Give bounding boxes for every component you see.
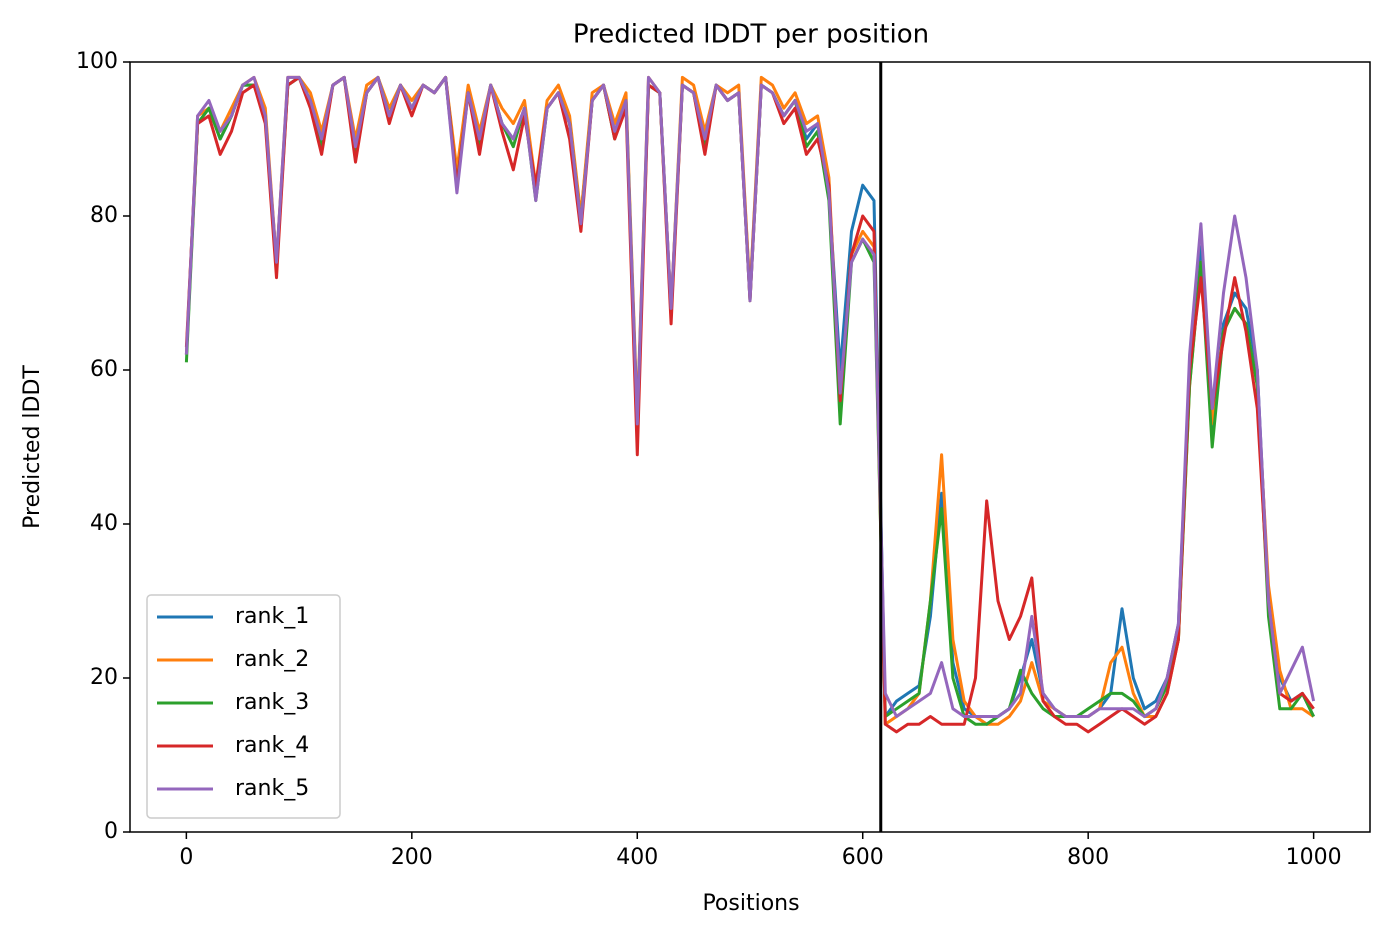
legend-box [146, 594, 341, 819]
series-line [184, 75, 1315, 726]
chart-title: Predicted lDDT per position [573, 20, 929, 50]
y-tick-label: 60 [90, 357, 118, 382]
legend-label: rank_4 [235, 733, 309, 758]
legend-label: rank_5 [235, 776, 309, 801]
x-tick-label: 400 [616, 845, 658, 870]
y-tick-label: 80 [90, 203, 118, 228]
legend-label: rank_2 [235, 647, 309, 672]
x-tick-label: 800 [1067, 845, 1109, 870]
legend-label: rank_1 [235, 604, 309, 629]
y-axis-label: Predicted lDDT [20, 365, 45, 529]
x-tick-label: 600 [842, 845, 884, 870]
x-tick-label: 0 [179, 845, 193, 870]
y-tick-label: 100 [76, 49, 118, 74]
series-line [184, 75, 1315, 726]
series-line [184, 75, 1316, 718]
x-tick-label: 1000 [1286, 845, 1342, 870]
y-tick-label: 20 [90, 665, 118, 690]
series-line [184, 75, 1315, 734]
x-axis-label: Positions [702, 891, 799, 916]
y-tick-label: 0 [104, 819, 118, 844]
y-tick-label: 40 [90, 511, 118, 536]
x-tick-label: 200 [391, 845, 433, 870]
plot-frame [129, 61, 1371, 833]
legend-label: rank_3 [235, 690, 309, 715]
series-line [184, 75, 1315, 726]
